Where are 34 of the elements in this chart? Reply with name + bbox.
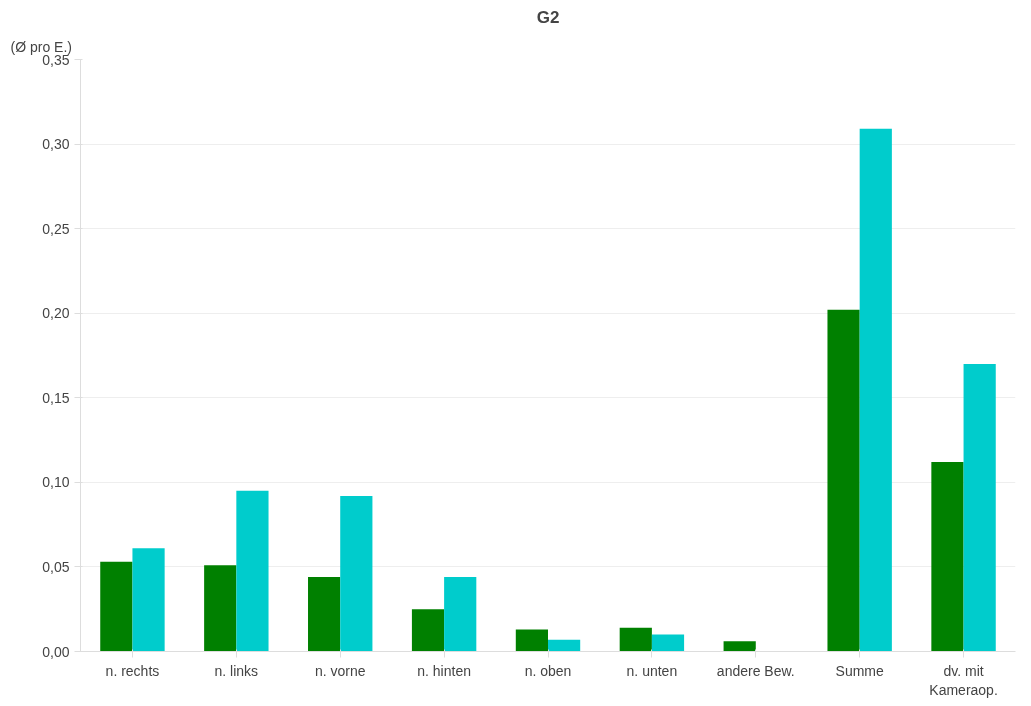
x-tick-label: n. unten [626,662,678,679]
bar [963,363,996,652]
bar [651,634,685,652]
bar [827,309,860,652]
x-tick-label: Summe [835,662,884,679]
x-tick-label: n. oben [524,662,572,679]
bar [931,462,964,652]
x-tick-label: andere Bew. [716,662,795,679]
bar [548,639,581,652]
y-tick-label: 0,10 [42,474,70,491]
bar [308,577,341,652]
y-tick-label: 0,30 [42,136,70,153]
x-tick-label: n. rechts [105,662,160,679]
y-tick-label: 0,25 [42,220,70,237]
x-tick-label: n. hinten [417,662,471,679]
bar [411,609,445,652]
bar [100,561,133,652]
bar [619,627,652,652]
chart-title: G2 [536,7,560,27]
bar [204,565,237,652]
bar [340,495,373,652]
bar [723,641,756,652]
y-tick-label: 0,20 [42,305,70,322]
y-tick-label: 0,00 [42,643,70,660]
y-tick-label: 0,05 [42,558,70,575]
bar [132,548,165,652]
bar [859,128,892,652]
bar [515,629,548,652]
x-tick-label: n. links [214,662,259,679]
x-tick-label: dv. mit Kameraop. [929,662,998,698]
bar [444,577,477,652]
x-tick-label: n. vorne [314,662,366,679]
bar [236,490,269,652]
y-tick-label: 0,15 [42,389,70,406]
